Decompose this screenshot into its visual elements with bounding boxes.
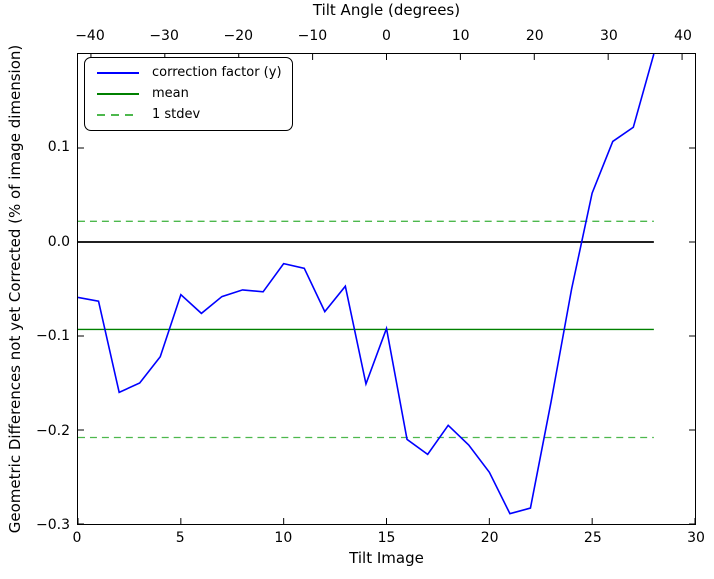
bottom-axis-tick-label: 20 [480,530,499,546]
left-axis-tick-label: −0.3 [36,517,70,533]
left-axis-tick-label: −0.1 [36,328,70,345]
chart-canvas [78,54,695,524]
legend-line-sample-green-solid [97,93,139,95]
top-axis-tick-label: 20 [525,28,544,44]
bottom-axis-tick-label: 10 [274,530,293,546]
bottom-axis-tick-label: 25 [583,530,602,546]
legend-line-sample-green-dashed [97,114,139,116]
top-axis-tick-label: 30 [599,28,618,44]
top-axis-tick-label: −10 [297,28,328,44]
bottom-axis-tick-label: 15 [377,530,396,546]
legend-label: correction factor (y) [152,65,282,80]
top-axis-tick-label: −20 [223,28,254,44]
top-axis-title: Tilt Angle (degrees) [312,1,461,19]
top-axis-tick-label: 10 [451,28,470,44]
legend-line-sample-blue [97,72,139,74]
legend-entry-mean: mean [97,86,282,102]
left-axis-tick-label: 0.1 [47,139,70,156]
top-axis-tick-label: −40 [75,28,105,44]
bottom-axis-tick-label: 0 [72,530,82,546]
top-axis-tick-label: 40 [674,28,692,44]
top-axis-tick-label: −30 [149,28,179,44]
legend: correction factor (y) mean 1 stdev [84,57,293,131]
legend-entry-correction-factor: correction factor (y) [97,65,282,81]
legend-label: 1 stdev [152,107,201,122]
bottom-axis-tick-label: 5 [175,530,185,546]
top-axis-tick-label: 0 [382,28,391,44]
left-axis-tick-label: −0.2 [36,422,70,439]
bottom-axis-tick-label: 30 [687,530,705,546]
legend-label: mean [152,86,189,101]
x-axis-title: Tilt Image [349,549,424,567]
legend-entry-stdev: 1 stdev [97,107,282,123]
y-axis-title: Geometric Differences not yet Corrected … [6,44,24,534]
plot-area: correction factor (y) mean 1 stdev [77,53,696,525]
left-axis-tick-label: 0.0 [47,233,70,250]
